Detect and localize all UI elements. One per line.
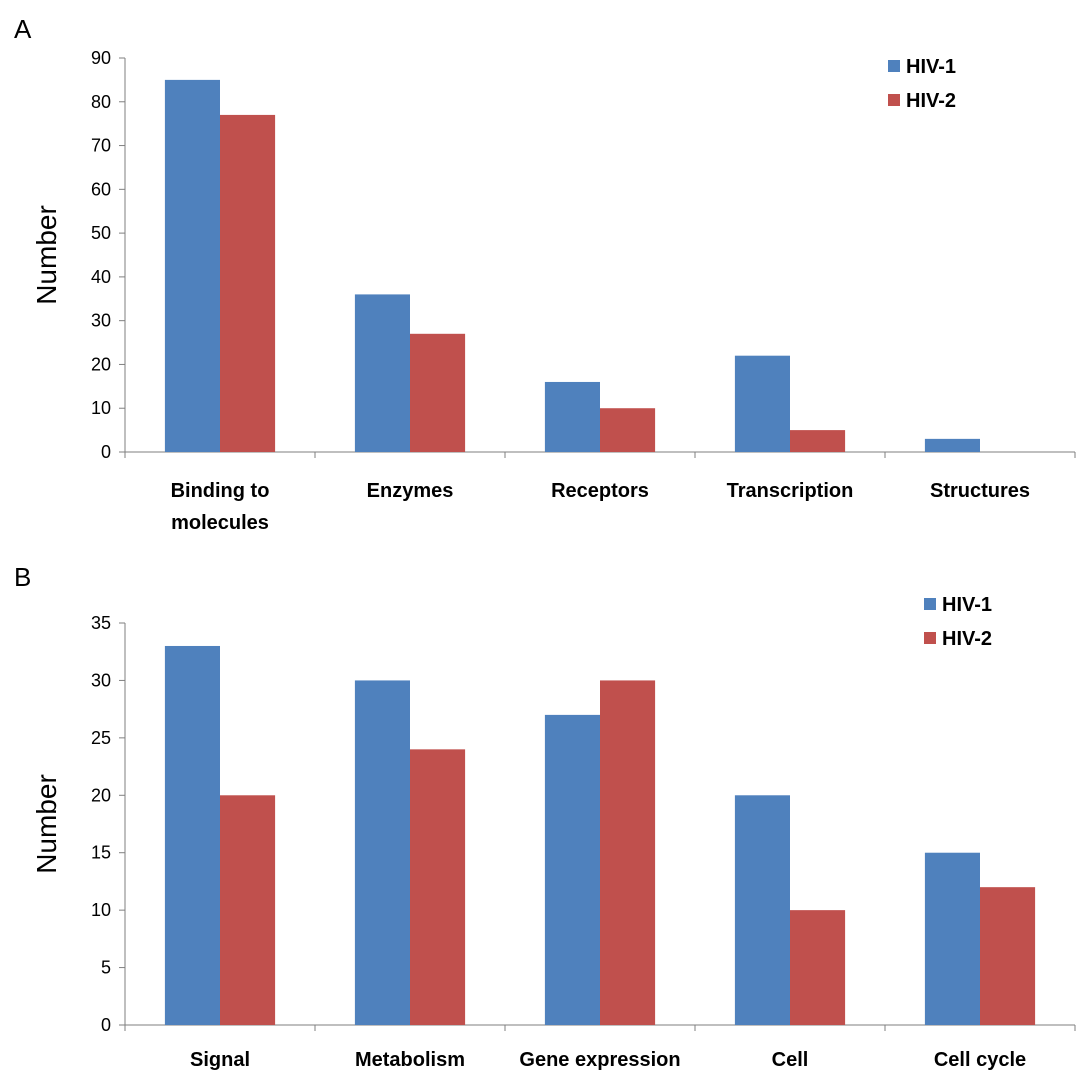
- bar-hiv-1-0: [164, 645, 220, 1025]
- y-tick-label: 35: [91, 613, 111, 633]
- y-tick-label: 30: [91, 670, 111, 690]
- x-category-label: Signaltransduction: [159, 1049, 280, 1076]
- bar-hiv-1-2: [544, 381, 600, 452]
- bar-hiv-1-3: [734, 355, 790, 452]
- bar-hiv-2-0: [220, 795, 276, 1025]
- bar-hiv-1-4: [924, 438, 980, 452]
- chart-panel-b: B 0 5 10 15 20 25 30 35 Number Signaltransduction M…: [14, 562, 1076, 1076]
- y-tick-label: 10: [91, 900, 111, 920]
- y-axis-label: Number: [31, 205, 62, 305]
- bar-hiv-2-3: [790, 430, 846, 452]
- legend-swatch-hiv-2: [888, 94, 900, 106]
- y-tick-label: 0: [101, 1015, 111, 1035]
- y-tick-label: 40: [91, 267, 111, 287]
- chart-panel-a: A 0 10 20 30 40 50 60 70 80 90 Number Binding to mole…: [14, 14, 1076, 534]
- x-category-label: Receptors: [551, 480, 649, 502]
- y-tick-label: 0: [101, 442, 111, 462]
- y-tick-label: 90: [91, 48, 111, 68]
- legend-label-hiv-2: HIV-2: [906, 90, 956, 112]
- x-category-label: Enzymes: [367, 480, 454, 502]
- legend-swatch-hiv-2: [924, 632, 936, 644]
- bar-hiv-1-1: [354, 294, 410, 452]
- y-tick-label: 20: [91, 354, 111, 374]
- y-tick-label: 70: [91, 136, 111, 156]
- y-tick-label: 60: [91, 179, 111, 199]
- y-axis-label: Number: [31, 774, 62, 874]
- bar-hiv-2-0: [220, 114, 276, 453]
- x-category-label: CelldIfferentiation: [723, 1049, 856, 1076]
- y-tick-label: 25: [91, 728, 111, 748]
- legend-label-hiv-2: HIV-2: [942, 628, 992, 650]
- y-tick-label: 20: [91, 785, 111, 805]
- bar-hiv-1-3: [734, 795, 790, 1025]
- legend-label-hiv-1: HIV-1: [942, 594, 992, 616]
- bar-hiv-2-1: [410, 333, 466, 452]
- bar-hiv-2-2: [600, 680, 656, 1025]
- bar-hiv-1-0: [164, 79, 220, 452]
- x-category-label: Binding to molecules: [171, 480, 270, 534]
- bar-hiv-1-4: [924, 852, 980, 1025]
- x-category-label: Gene expression: [519, 1049, 680, 1071]
- x-category-label: Transcription: [727, 480, 854, 502]
- y-tick-label: 30: [91, 311, 111, 331]
- y-tick-label: 10: [91, 398, 111, 418]
- y-tick-label: 5: [101, 958, 111, 978]
- legend: HIV-1 HIV-2: [924, 594, 992, 650]
- panel-letter: B: [14, 562, 31, 592]
- legend-swatch-hiv-1: [888, 60, 900, 72]
- y-tick-label: 50: [91, 223, 111, 243]
- x-category-label: Cell cycle: [934, 1049, 1026, 1071]
- legend: HIV-1 HIV-2: [888, 56, 956, 112]
- y-tick-label: 80: [91, 92, 111, 112]
- bar-hiv-2-4: [980, 887, 1036, 1025]
- bar-hiv-2-2: [600, 408, 656, 452]
- legend-label-hiv-1: HIV-1: [906, 56, 956, 78]
- x-category-label: Structures: [930, 480, 1030, 502]
- panel-letter: A: [14, 14, 32, 44]
- legend-swatch-hiv-1: [924, 598, 936, 610]
- bar-hiv-1-2: [544, 714, 600, 1025]
- y-tick-label: 15: [91, 843, 111, 863]
- x-category-label: Metabolism: [355, 1049, 465, 1071]
- bar-hiv-2-1: [410, 749, 466, 1025]
- bar-hiv-1-1: [354, 680, 410, 1025]
- bar-hiv-2-3: [790, 910, 846, 1025]
